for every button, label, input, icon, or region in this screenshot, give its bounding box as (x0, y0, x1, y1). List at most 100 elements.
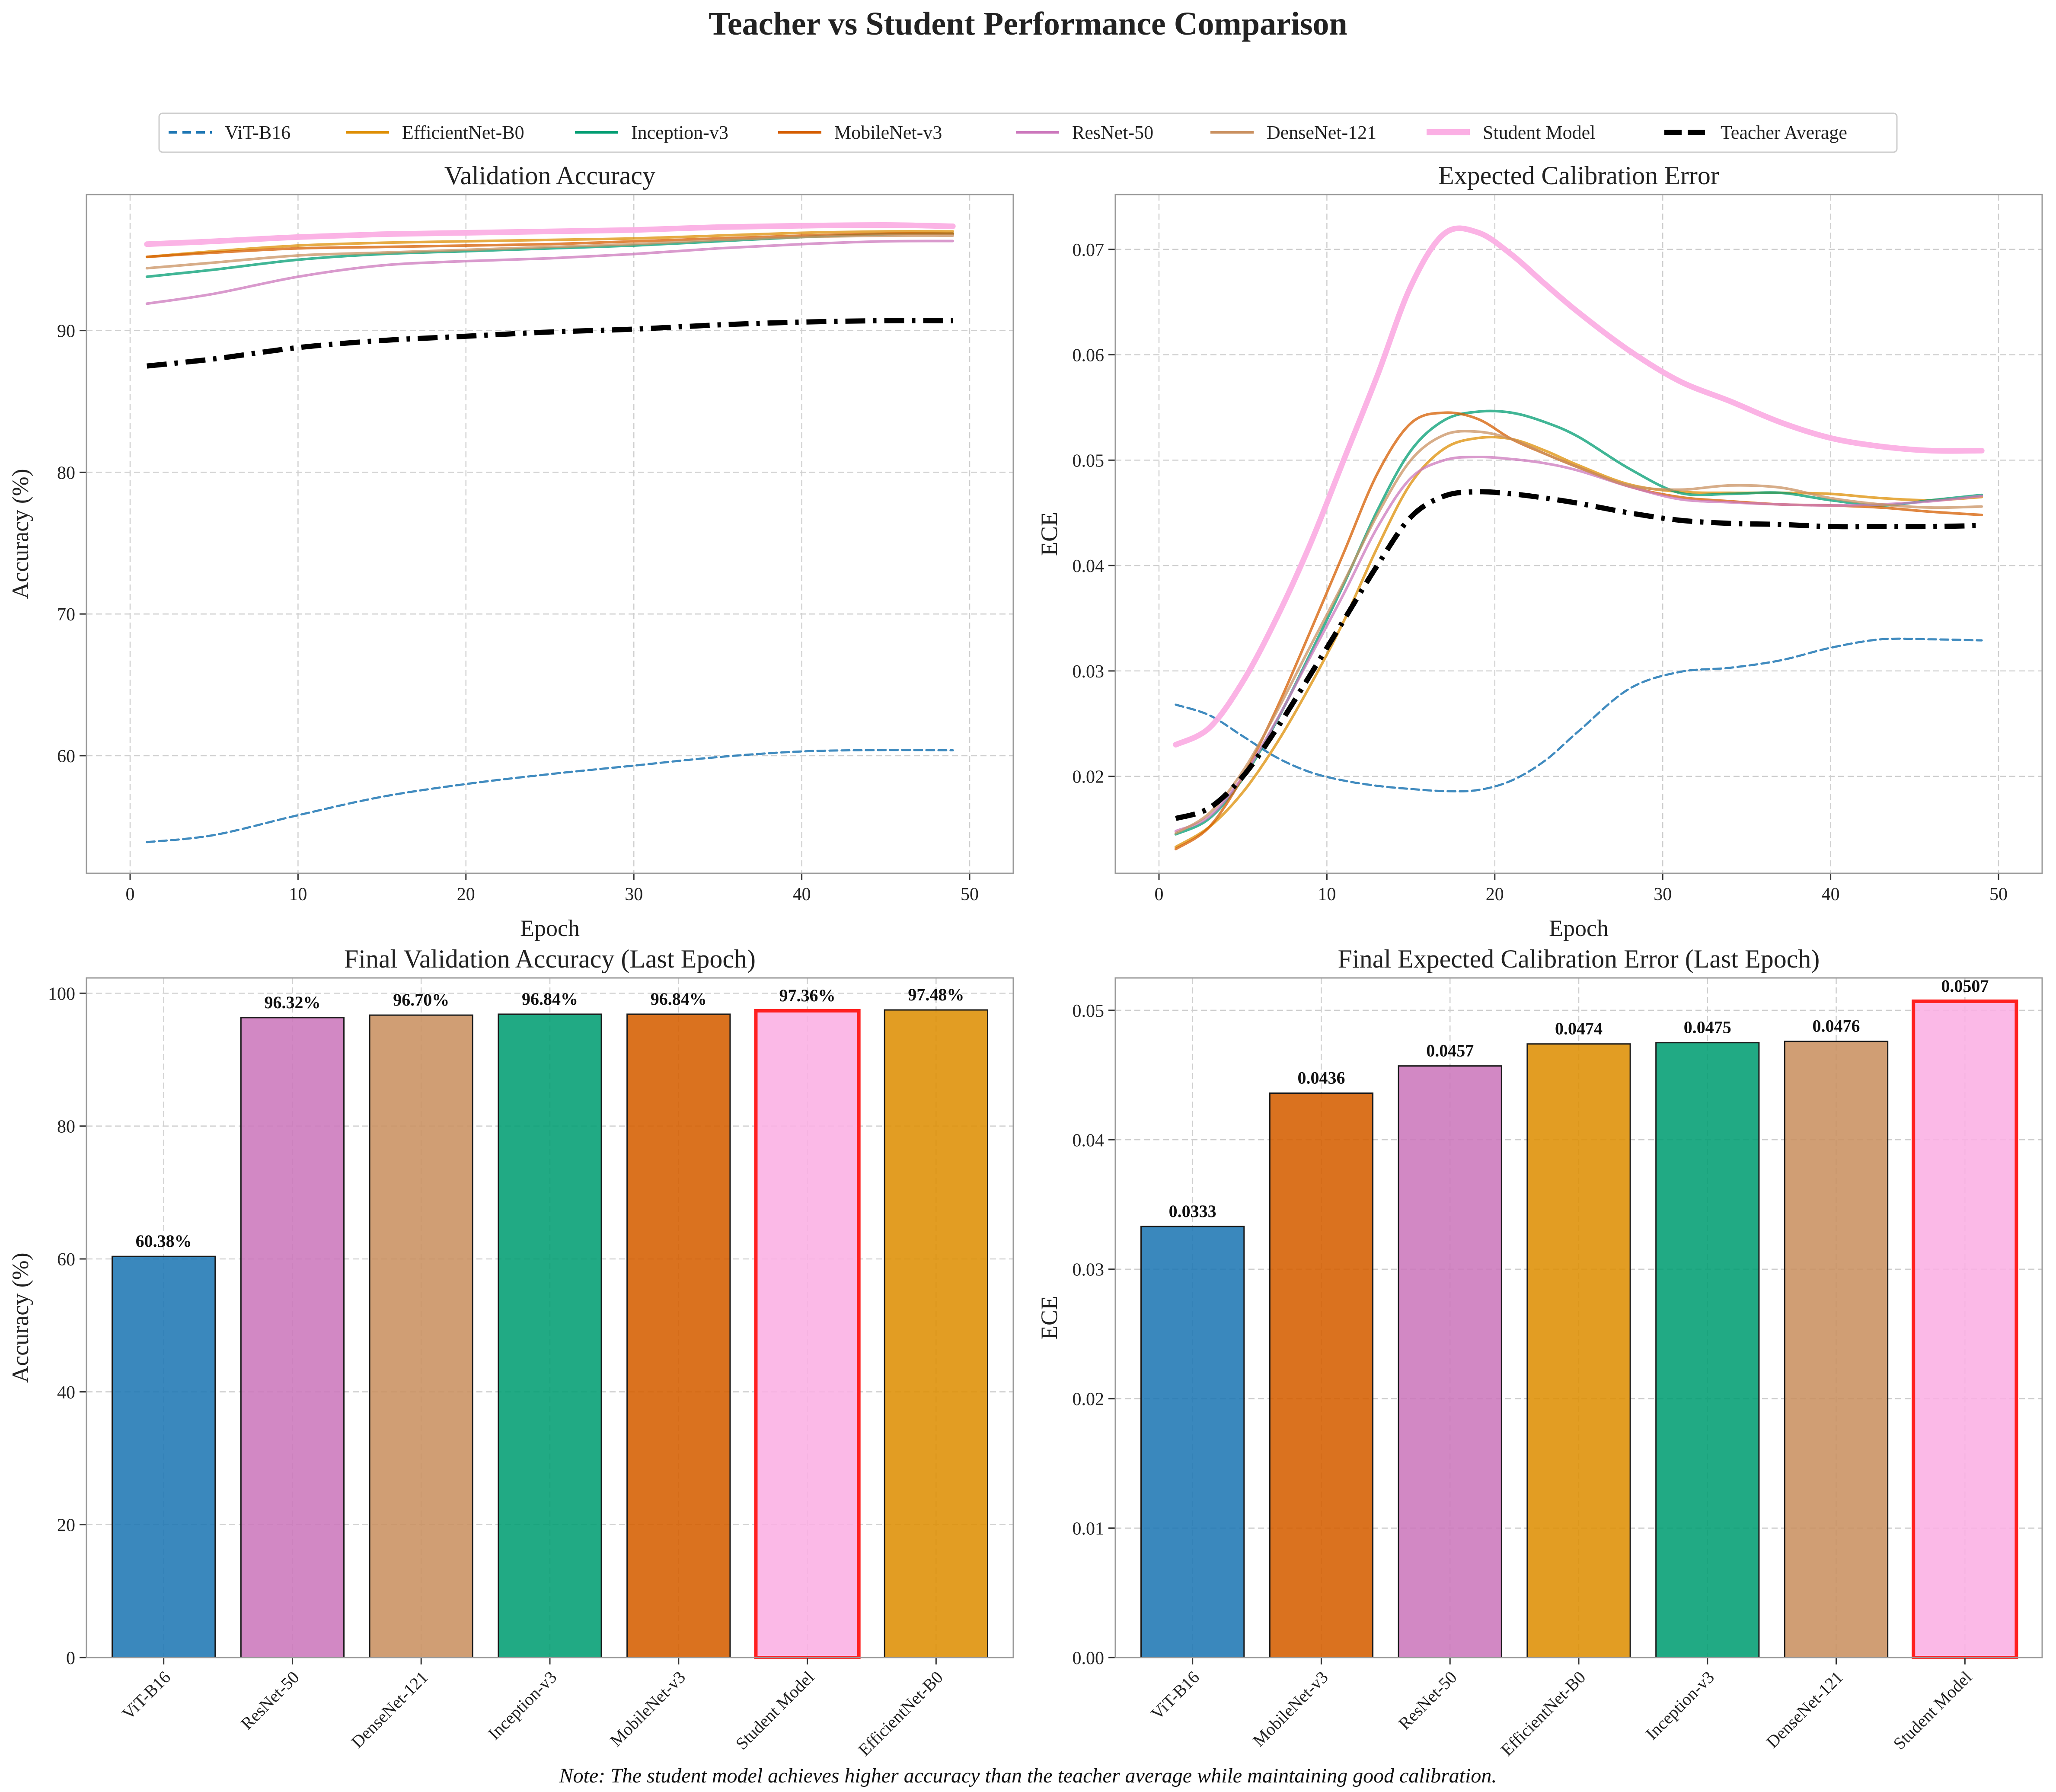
series-line-densenet-121 (1174, 430, 1983, 835)
x-tick-label: 30 (625, 885, 643, 904)
bar-resnet-50 (240, 1017, 345, 1658)
x-tick-label: Student Model (1890, 1667, 1976, 1754)
panel-validation-accuracy: 60 70 80 90 Validation Accuracy Accuracy (%) 0… (7, 161, 1014, 941)
x-tick-label: MobileNet-v3 (606, 1667, 689, 1750)
y-tick-label: 40 (57, 1383, 75, 1402)
y-tick-label: 80 (57, 463, 75, 483)
bar-mobilenet-v3 (1269, 1092, 1374, 1658)
bar-value-label: 0.0436 (1297, 1068, 1345, 1087)
x-tick-label: 20 (1486, 885, 1504, 904)
series-line-vit-b16 (1175, 637, 1983, 792)
legend-label-resnet-50: ResNet-50 (1072, 122, 1153, 143)
x-tick-label: 50 (1989, 885, 2008, 904)
chart-title: Final Expected Calibration Error (Last E… (1338, 945, 1820, 973)
series-line-densenet-121 (145, 234, 955, 270)
y-axis-label: Accuracy (%) (7, 469, 33, 599)
panel-expected-calibration-error: 0.02 0.03 0.04 0.05 0.06 0.07 Expected Calibra… (1036, 161, 2043, 941)
legend-label-student-model: Student Model (1483, 122, 1595, 143)
x-tick-label: 40 (1822, 885, 1840, 904)
x-tick-label: MobileNet-v3 (1249, 1667, 1332, 1750)
legend-label-efficientnet-b0: EfficientNet-B0 (402, 122, 524, 143)
y-axis-label: ECE (1036, 512, 1062, 556)
series-line-resnet-50 (1174, 456, 1983, 833)
bar-value-label: 60.38% (136, 1231, 192, 1251)
plot-background (1115, 195, 2042, 873)
x-tick-label: 0 (125, 885, 134, 904)
series-line-teacher-average (147, 318, 953, 369)
x-tick-label: Inception-v3 (484, 1667, 560, 1744)
bar-inception-v3 (1655, 1042, 1760, 1658)
y-tick-label: 100 (48, 984, 75, 1004)
x-tick-label: ResNet-50 (1395, 1667, 1461, 1734)
x-tick-label: 0 (1154, 885, 1163, 904)
legend-label-mobilenet-v3: MobileNet-v3 (834, 122, 942, 143)
legend-label-densenet-121: DenseNet-121 (1267, 122, 1376, 143)
bar-value-label: 96.70% (393, 990, 449, 1009)
x-tick-label: 20 (457, 885, 475, 904)
y-axis-label: ECE (1036, 1296, 1062, 1340)
x-tick-label: 50 (961, 885, 979, 904)
bar-vit-b16 (1140, 1226, 1245, 1658)
y-tick-label: 0.02 (1073, 1390, 1105, 1409)
bar-value-label: 97.36% (779, 986, 836, 1005)
bar-value-label: 0.0476 (1813, 1016, 1860, 1036)
y-tick-label: 0.00 (1073, 1648, 1105, 1668)
x-tick-label: DenseNet-121 (1762, 1667, 1847, 1752)
x-tick-label: Student Model (732, 1667, 818, 1754)
plot-border (86, 194, 1014, 874)
series-line-resnet-50 (145, 240, 955, 305)
y-tick-label: 0.07 (1073, 240, 1105, 260)
x-tick-label: EfficientNet-B0 (854, 1667, 947, 1760)
y-tick-label: 70 (57, 605, 75, 625)
y-tick-label: 0.06 (1073, 346, 1105, 366)
x-tick-label: 10 (1318, 885, 1336, 904)
series-line-student-model (144, 222, 956, 247)
y-tick-label: 60 (57, 1250, 75, 1270)
bar-resnet-50 (1398, 1065, 1502, 1658)
bar-student-model (1912, 999, 2018, 1660)
x-tick-label: ViT-B16 (118, 1667, 174, 1724)
plot-border (1114, 194, 2043, 874)
bar-value-label: 97.48% (908, 985, 964, 1004)
legend-label-vit-b16: ViT-B16 (225, 122, 291, 143)
y-tick-label: 0.05 (1073, 1001, 1105, 1021)
y-tick-label: 0.04 (1073, 556, 1105, 576)
bar-value-label: 0.0457 (1426, 1041, 1474, 1061)
y-axis-label: Accuracy (%) (7, 1252, 33, 1383)
bar-value-label: 96.84% (651, 989, 707, 1009)
y-tick-label: 0.01 (1073, 1519, 1105, 1539)
plot-border (86, 977, 1014, 1658)
series-line-efficientnet-b0 (145, 230, 955, 259)
legend-label-teacher-average: Teacher Average (1721, 122, 1847, 143)
bar-efficientnet-b0 (1526, 1043, 1631, 1658)
bar-student-model (754, 1009, 861, 1659)
y-tick-label: 0 (66, 1648, 75, 1668)
bar-value-label: 96.84% (522, 989, 578, 1009)
series-line-teacher-average (1175, 489, 1982, 821)
x-tick-label: DenseNet-121 (347, 1667, 431, 1752)
x-tick-label: EfficientNet-B0 (1497, 1667, 1590, 1760)
chart-title: Final Validation Accuracy (Last Epoch) (344, 945, 756, 973)
series-line-vit-b16 (146, 749, 954, 843)
x-axis-label: Epoch (1549, 915, 1609, 941)
bar-vit-b16 (112, 1255, 216, 1658)
legend: ViT-B16 EfficientNet-B0 Inception-v3 Mobile… (158, 112, 1898, 153)
x-axis-label: Epoch (520, 915, 580, 941)
plot-border (1114, 977, 2043, 1658)
x-tick-label: 30 (1654, 885, 1672, 904)
series-line-mobilenet-v3 (145, 232, 955, 259)
y-tick-label: 90 (57, 322, 75, 342)
bar-inception-v3 (498, 1013, 602, 1658)
plot-background (86, 195, 1013, 873)
bar-densenet-121 (1784, 1041, 1889, 1658)
y-tick-label: 0.03 (1073, 662, 1105, 682)
y-tick-label: 0.03 (1073, 1260, 1105, 1280)
y-tick-label: 60 (57, 747, 75, 767)
x-tick-label: 40 (793, 885, 811, 904)
x-tick-label: ResNet-50 (237, 1667, 303, 1734)
panel-final-ece: 0.00 0.01 0.02 0.03 0.04 0.05 Final Expected C… (1036, 945, 2043, 1760)
bar-value-label: 96.32% (264, 993, 320, 1012)
chart-title: Validation Accuracy (444, 161, 655, 190)
x-tick-label: ViT-B16 (1147, 1667, 1203, 1724)
